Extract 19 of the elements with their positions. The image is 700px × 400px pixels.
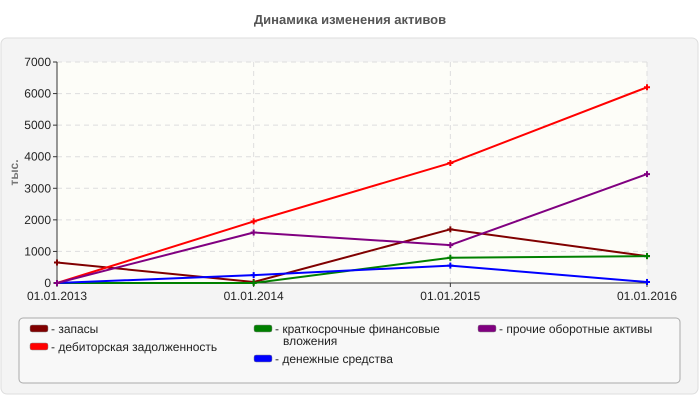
y-tick-label: 5000 — [24, 118, 52, 132]
legend-label: - дебиторская задолженность — [51, 340, 218, 354]
x-tick-label: 01.01.2013 — [26, 289, 88, 303]
y-tick-label: 6000 — [24, 86, 52, 101]
y-tick-label: 7000 — [24, 55, 52, 69]
y-tick-label: 3000 — [24, 181, 52, 196]
y-tick-label: 0 — [44, 276, 52, 290]
legend-label: - денежные средства — [275, 352, 394, 366]
y-tick-label: 2000 — [24, 212, 52, 227]
x-tick-label: 01.01.2014 — [224, 289, 284, 303]
legend-label: - прочие оборотные активы — [499, 322, 652, 336]
legend-label: - краткосрочные финансовые вложения — [275, 322, 440, 348]
y-tick-label: 1000 — [24, 244, 52, 258]
x-tick-label: 01.01.2016 — [616, 289, 678, 303]
x-tick-label: 01.01.2015 — [420, 289, 481, 303]
chart-title: Динамика изменения активов — [254, 12, 446, 27]
legend-label: - запасы — [51, 322, 98, 336]
y-tick-label: 4000 — [24, 150, 52, 164]
y-axis-title: тыс. — [7, 159, 21, 186]
